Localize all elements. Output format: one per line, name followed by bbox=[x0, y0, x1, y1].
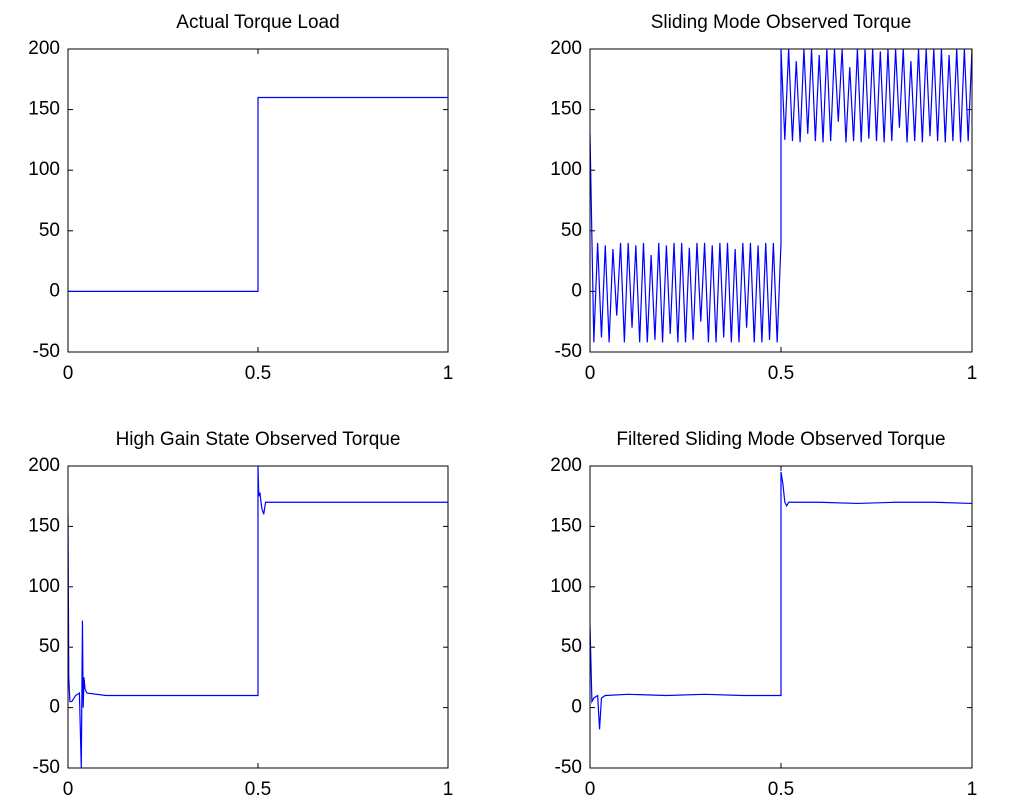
subplot-title: Sliding Mode Observed Torque bbox=[651, 12, 912, 33]
x-tick-label: 0.5 bbox=[768, 363, 794, 384]
y-tick-label: 0 bbox=[571, 280, 582, 301]
y-tick-label: 0 bbox=[49, 697, 60, 718]
y-tick-label: 200 bbox=[28, 455, 60, 476]
x-tick-label: 1 bbox=[443, 779, 454, 800]
y-tick-label: 200 bbox=[550, 455, 582, 476]
subplot: Sliding Mode Observed Torque-50050100150… bbox=[550, 12, 977, 384]
subplot-title: High Gain State Observed Torque bbox=[116, 429, 401, 450]
y-tick-label: 150 bbox=[28, 515, 60, 536]
x-tick-label: 0.5 bbox=[768, 779, 794, 800]
y-tick-label: 0 bbox=[571, 697, 582, 718]
x-tick-label: 0 bbox=[585, 363, 596, 384]
subplot-title: Filtered Sliding Mode Observed Torque bbox=[616, 429, 945, 450]
y-tick-label: 100 bbox=[28, 576, 60, 597]
y-tick-label: -50 bbox=[33, 757, 60, 778]
y-tick-label: 150 bbox=[550, 515, 582, 536]
x-tick-label: 0 bbox=[585, 779, 596, 800]
axes-box bbox=[67, 465, 449, 769]
axes-box bbox=[589, 48, 973, 353]
data-line bbox=[68, 466, 448, 768]
y-tick-label: 100 bbox=[550, 159, 582, 180]
y-tick-label: -50 bbox=[555, 341, 582, 362]
subplot-title: Actual Torque Load bbox=[176, 12, 339, 33]
x-tick-label: 0.5 bbox=[245, 363, 271, 384]
data-line bbox=[68, 96, 448, 292]
y-tick-label: 50 bbox=[561, 636, 582, 657]
y-tick-label: 100 bbox=[28, 159, 60, 180]
y-tick-label: 150 bbox=[550, 99, 582, 120]
subplot: Filtered Sliding Mode Observed Torque -50… bbox=[550, 429, 977, 800]
y-tick-label: 0 bbox=[49, 280, 60, 301]
y-tick-label: 150 bbox=[28, 99, 60, 120]
y-tick-label: 50 bbox=[39, 220, 60, 241]
axes-box bbox=[589, 465, 973, 769]
x-tick-label: 0.5 bbox=[245, 779, 271, 800]
data-line bbox=[590, 49, 972, 343]
axes-box bbox=[67, 48, 449, 353]
x-tick-label: 1 bbox=[967, 363, 978, 384]
y-tick-label: 200 bbox=[550, 38, 582, 59]
x-tick-label: 0 bbox=[63, 779, 74, 800]
y-tick-label: 100 bbox=[550, 576, 582, 597]
data-line bbox=[590, 471, 972, 730]
x-tick-label: 1 bbox=[443, 363, 454, 384]
y-tick-label: 200 bbox=[28, 38, 60, 59]
y-tick-label: 50 bbox=[39, 636, 60, 657]
y-tick-label: 50 bbox=[561, 220, 582, 241]
x-tick-label: 1 bbox=[967, 779, 978, 800]
subplot: High Gain State Observed Torque-50050100… bbox=[28, 429, 453, 800]
y-tick-label: -50 bbox=[555, 757, 582, 778]
y-tick-label: -50 bbox=[33, 341, 60, 362]
x-tick-label: 0 bbox=[63, 363, 74, 384]
